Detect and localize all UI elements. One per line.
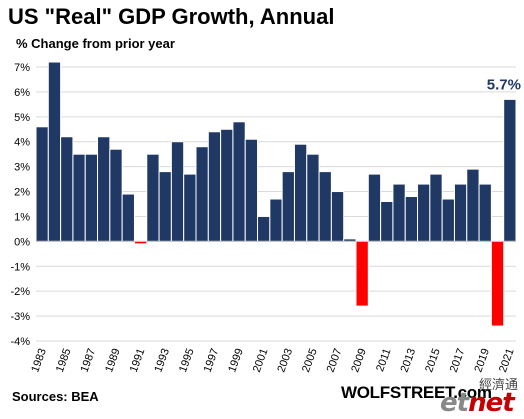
x-tick-label: 2005 — [300, 347, 320, 374]
bar-1985 — [60, 136, 74, 242]
bar-2018 — [466, 168, 480, 242]
annotation-label: 5.7% — [487, 76, 521, 93]
logo-chinese-text: 經濟通 — [478, 378, 518, 393]
bar-2017 — [453, 183, 468, 242]
x-tick-label: 1993 — [152, 347, 172, 374]
x-tick-label: 2021 — [497, 347, 517, 374]
bar-1986 — [72, 153, 86, 242]
y-tick-label: 5% — [14, 112, 30, 124]
bar-1987 — [84, 153, 99, 242]
x-tick-label: 2011 — [374, 347, 393, 373]
y-tick-label: -2% — [10, 286, 30, 298]
bar-1994 — [170, 141, 185, 242]
logo-mark: etnet — [440, 388, 515, 418]
y-tick-label: 3% — [14, 162, 30, 174]
brand-label: WOLFSTREET.com — [341, 383, 492, 402]
bar-1988 — [97, 136, 111, 242]
x-tick-label: 2019 — [472, 347, 492, 374]
bar-2002 — [269, 198, 283, 242]
bar-2000 — [244, 138, 259, 242]
y-tick-label: 1% — [14, 211, 30, 223]
bar-1983 — [35, 126, 49, 242]
bar-2007 — [330, 191, 345, 242]
bar-2021 — [503, 98, 517, 242]
x-tick-label: 2001 — [251, 347, 271, 374]
logo-right-text: net — [468, 388, 515, 418]
bar-2013 — [404, 196, 419, 242]
bar-2014 — [417, 183, 431, 242]
y-tick-label: 0% — [14, 236, 30, 248]
x-tick-label: 1999 — [226, 347, 246, 374]
chart-subtitle: % Change from prior year — [16, 36, 175, 51]
y-tick-label: -4% — [10, 336, 30, 348]
bar-2010 — [367, 173, 382, 242]
y-tick-label: 6% — [14, 87, 30, 99]
logo-left-text: et — [440, 388, 469, 418]
bar-2011 — [380, 201, 394, 242]
bar-2020 — [490, 240, 505, 327]
etnet-logo: 經濟通 etnet — [432, 374, 522, 418]
bar-2015 — [429, 173, 443, 242]
x-tick-label: 1985 — [54, 347, 74, 374]
bar-2001 — [257, 215, 271, 242]
bar-1989 — [109, 148, 123, 242]
x-tick-label: 1991 — [128, 347, 148, 374]
bar-1998 — [220, 128, 234, 242]
x-tick-label: 2017 — [448, 347, 468, 374]
x-tick-label: 1995 — [177, 347, 197, 374]
x-tick-label: 2013 — [399, 347, 419, 374]
bar-2004 — [293, 143, 308, 242]
y-tick-label: -1% — [10, 261, 30, 273]
x-tick-label: 2003 — [275, 347, 295, 374]
source-label: Sources: BEA — [12, 389, 99, 404]
bar-1984 — [47, 61, 62, 242]
y-tick-label: 4% — [14, 137, 30, 149]
y-tick-label: -3% — [10, 311, 30, 323]
x-tick-label: 1987 — [79, 347, 99, 374]
bar-2016 — [441, 198, 455, 242]
bar-2005 — [306, 153, 320, 242]
x-tick-label: 2009 — [349, 347, 369, 374]
x-tick-label: 1997 — [202, 347, 222, 374]
bar-1999 — [232, 121, 246, 242]
y-tick-label: 2% — [14, 187, 30, 199]
x-tick-label: 2015 — [423, 347, 443, 374]
x-tick-label: 2007 — [325, 347, 345, 374]
y-tick-label: 7% — [14, 62, 30, 74]
bar-1992 — [146, 153, 160, 242]
bar-2019 — [478, 183, 492, 242]
chart-title: US "Real" GDP Growth, Annual — [8, 4, 335, 29]
bar-1997 — [207, 131, 222, 242]
bar-2006 — [318, 171, 332, 242]
bar-2009 — [355, 240, 369, 307]
bar-2012 — [392, 183, 406, 242]
bar-1996 — [195, 146, 209, 242]
bar-2003 — [281, 171, 295, 242]
bar-1993 — [158, 171, 172, 242]
x-tick-label: 1989 — [103, 347, 123, 374]
bar-1990 — [121, 193, 135, 242]
x-tick-label: 1983 — [29, 347, 49, 374]
bar-1995 — [183, 173, 197, 242]
